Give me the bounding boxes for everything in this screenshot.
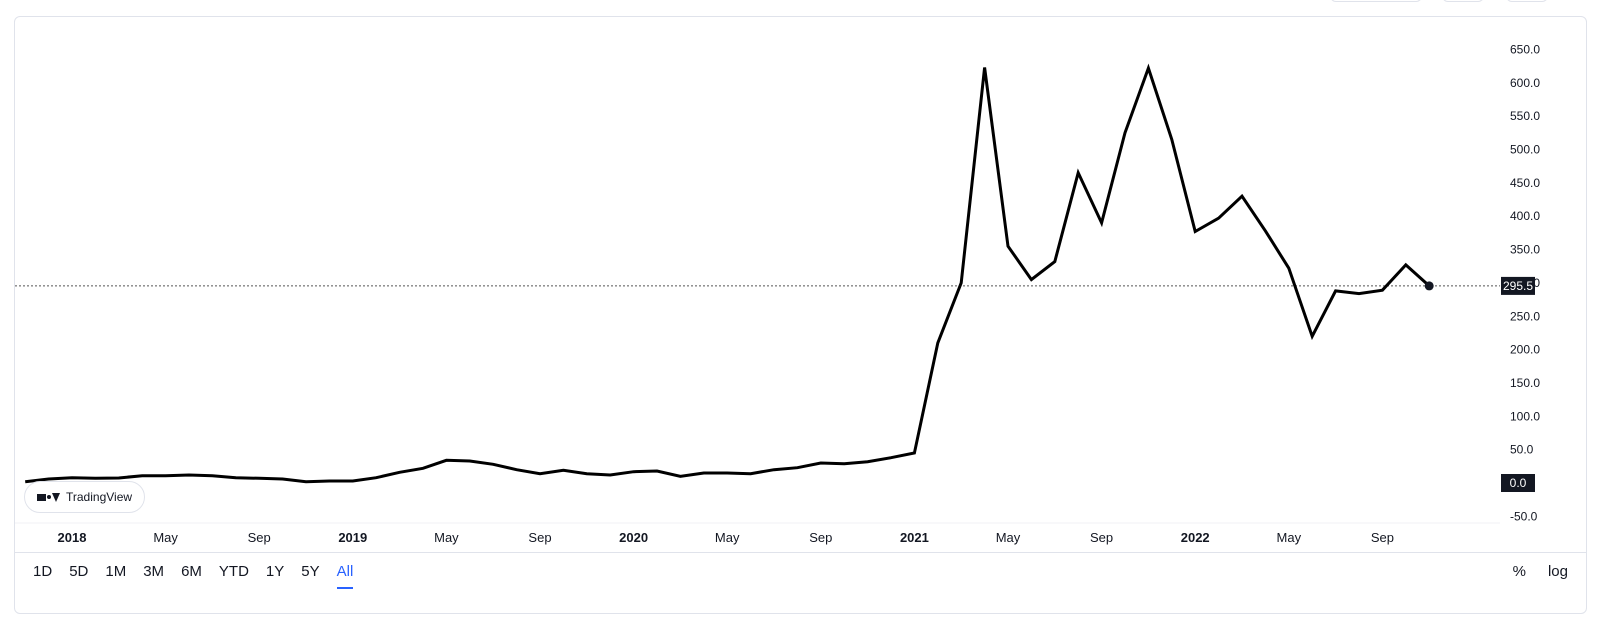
current-price-badge: 295.5 — [1501, 276, 1535, 295]
y-tick-label: 450.0 — [1510, 176, 1540, 190]
x-tick-label: Sep — [1371, 530, 1394, 545]
y-tick-label: 600.0 — [1510, 76, 1540, 90]
y-tick-label: 200.0 — [1510, 343, 1540, 357]
last-price-marker — [1424, 281, 1434, 291]
log-scale-button[interactable]: log — [1547, 563, 1568, 580]
price-series-line — [25, 63, 1431, 484]
range-button-all[interactable]: All — [336, 561, 363, 589]
y-tick-label: 250.0 — [1510, 309, 1540, 323]
plot-area[interactable] — [15, 63, 1500, 484]
x-tick-label: May — [434, 530, 459, 545]
zero-badge: 0.0 — [1501, 474, 1535, 492]
x-tick-label: May — [1277, 530, 1302, 545]
y-tick-label: 500.0 — [1510, 143, 1540, 157]
y-tick-label: 400.0 — [1510, 209, 1540, 223]
x-tick-label: 2021 — [900, 530, 929, 545]
scale-controls: % log — [1513, 561, 1568, 583]
y-tick-label: 550.0 — [1510, 109, 1540, 123]
y-tick-label: 150.0 — [1510, 376, 1540, 390]
x-axis: 2018 May Sep 2019 May Sep 2020 May Sep 2021 May Sep… — [15, 522, 1500, 545]
tradingview-logo[interactable]: TradingView — [24, 481, 146, 513]
current-price-label: 295.5 — [1503, 279, 1533, 293]
x-tick-label: 2020 — [619, 530, 648, 545]
bottom-toolbar: 1D 5D 1M 3M 6M YTD 1Y 5Y All % log — [15, 552, 1586, 590]
x-tick-label: May — [996, 530, 1021, 545]
range-button-1m[interactable]: 1M — [105, 563, 127, 580]
range-button-1y[interactable]: 1Y — [265, 563, 285, 580]
percent-scale-button[interactable]: % — [1512, 563, 1526, 580]
range-button-1d[interactable]: 1D — [33, 563, 53, 580]
x-tick-label: 2018 — [58, 530, 87, 545]
y-tick-label: 350.0 — [1510, 243, 1540, 257]
tradingview-logo-icon — [37, 492, 60, 502]
range-button-5d[interactable]: 5D — [69, 563, 89, 580]
logo-label: TradingView — [66, 490, 133, 504]
x-tick-label: 2022 — [1181, 530, 1210, 545]
range-button-5y[interactable]: 5Y — [301, 563, 320, 580]
range-button-ytd[interactable]: YTD — [218, 563, 249, 580]
range-button-6m[interactable]: 6M — [181, 563, 202, 580]
x-tick-label: Sep — [248, 530, 271, 545]
x-tick-label: Sep — [809, 530, 832, 545]
x-tick-label: May — [153, 530, 178, 545]
y-tick-label: 100.0 — [1510, 409, 1540, 423]
zero-label: 0.0 — [1510, 476, 1527, 490]
x-tick-label: Sep — [1090, 530, 1113, 545]
range-button-3m[interactable]: 3M — [143, 563, 165, 580]
x-tick-label: 2019 — [338, 530, 367, 545]
y-tick-label: -50.0 — [1510, 509, 1538, 523]
y-tick-label: 50.0 — [1510, 443, 1534, 457]
y-axis: 650.0600.0550.0500.0450.0400.0350.0300.0… — [1501, 42, 1540, 523]
range-selector: 1D 5D 1M 3M 6M YTD 1Y 5Y All — [33, 561, 370, 589]
x-tick-label: Sep — [528, 530, 551, 545]
y-tick-label: 650.0 — [1510, 42, 1540, 56]
x-tick-label: May — [715, 530, 740, 545]
